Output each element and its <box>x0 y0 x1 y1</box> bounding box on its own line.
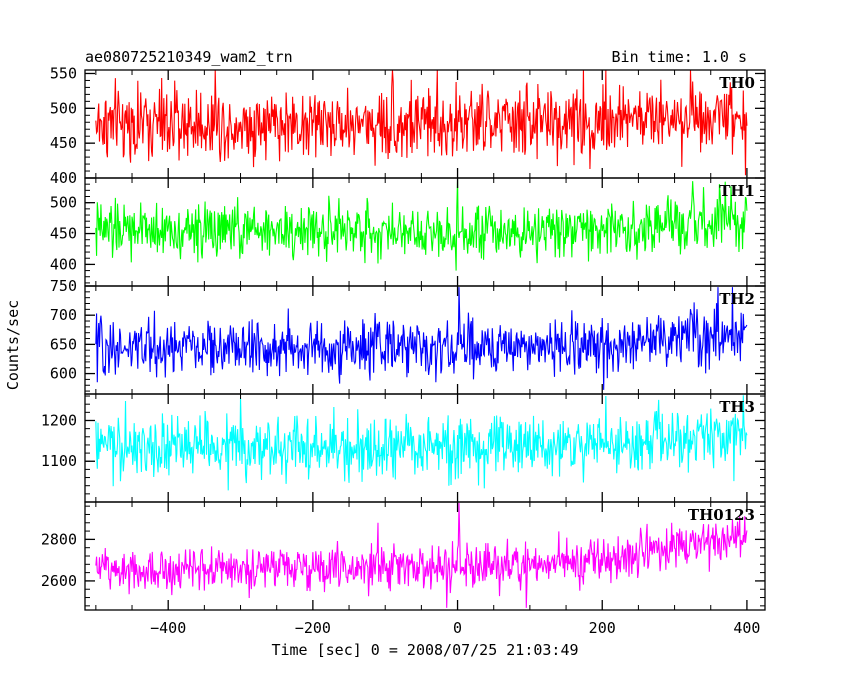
series-line-th2 <box>95 287 748 390</box>
y-tick-label: 400 <box>50 169 77 187</box>
panel-th0123: 2600 2800 TH0123 <box>41 501 766 611</box>
series-label-th0123: TH0123 <box>688 506 755 524</box>
series-line-th0 <box>95 70 748 176</box>
y-tick-label: 500 <box>50 194 77 212</box>
y-tick-label: 500 <box>50 99 77 117</box>
x-tick-label: 200 <box>589 619 616 637</box>
y-tick-label: 550 <box>50 64 77 82</box>
y-tick-label: 600 <box>50 365 77 383</box>
series-label-th0: TH0 <box>719 74 755 92</box>
series-line-th0123 <box>95 503 748 608</box>
panels: 400 450 500 550 TH0 400 450 500 TH1 600 650 700 750 T… <box>41 64 766 611</box>
y-tick-label: 2600 <box>41 572 77 590</box>
series-label-th2: TH2 <box>719 290 755 308</box>
panel-th0: 400 450 500 550 TH0 <box>50 64 766 187</box>
x-axis: −400 −200 0 200 400 <box>150 619 760 637</box>
series-label-th1: TH1 <box>719 182 755 200</box>
panel-th3: 1100 1200 TH3 <box>41 393 766 503</box>
panel-th1: 400 450 500 TH1 <box>50 177 766 287</box>
bin-time-label: Bin time: 1.0 s <box>612 48 747 66</box>
y-tick-label: 700 <box>50 306 77 324</box>
y-tick-label: 650 <box>50 335 77 353</box>
chart-title: ae080725210349_wam2_trn <box>85 48 293 66</box>
y-tick-label: 450 <box>50 225 77 243</box>
y-tick-label: 450 <box>50 134 77 152</box>
y-tick-label: 400 <box>50 255 77 273</box>
y-tick-label: 2800 <box>41 530 77 548</box>
x-tick-label: −400 <box>150 619 186 637</box>
x-tick-label: 400 <box>733 619 760 637</box>
y-tick-label: 1100 <box>41 452 77 470</box>
series-label-th3: TH3 <box>719 398 755 416</box>
panel-th2: 600 650 700 750 TH2 <box>50 277 766 395</box>
y-tick-label: 750 <box>50 277 77 295</box>
series-line-th1 <box>95 179 748 271</box>
x-axis-label: Time [sec] 0 = 2008/07/25 21:03:49 <box>271 641 578 659</box>
x-tick-label: −200 <box>295 619 331 637</box>
series-line-th3 <box>95 395 748 491</box>
y-tick-label: 1200 <box>41 411 77 429</box>
x-tick-label: 0 <box>453 619 462 637</box>
y-axis-label: Counts/sec <box>4 300 22 390</box>
